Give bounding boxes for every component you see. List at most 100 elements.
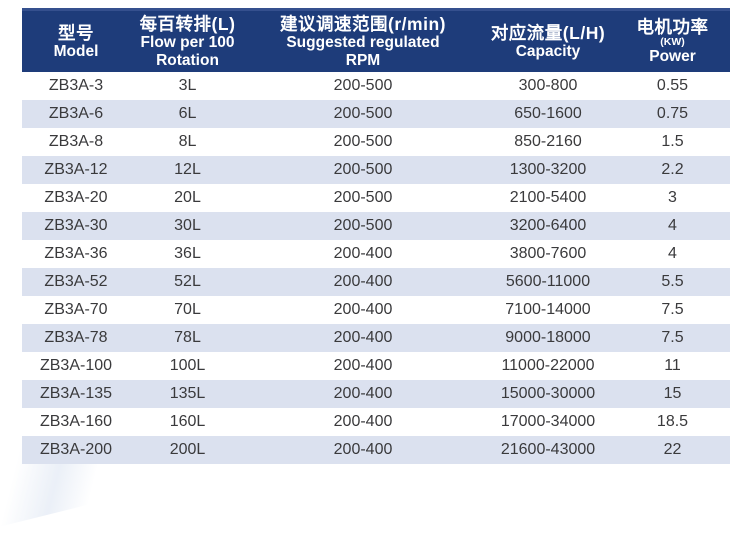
cell-capacity: 2100-5400 xyxy=(481,184,615,212)
cell-model: ZB3A-78 xyxy=(22,324,130,352)
cell-power: 4 xyxy=(615,240,730,268)
col-header-flow-en1: Flow per 100 xyxy=(140,34,235,52)
table-row: ZB3A-3 3L 200-500 300-800 0.55 xyxy=(22,72,730,100)
cell-flow: 135L xyxy=(130,380,245,408)
cell-capacity: 300-800 xyxy=(481,72,615,100)
cell-power: 4 xyxy=(615,212,730,240)
cell-flow: 70L xyxy=(130,296,245,324)
cell-model: ZB3A-8 xyxy=(22,128,130,156)
cell-capacity: 17000-34000 xyxy=(481,408,615,436)
col-header-power-kw: (KW) xyxy=(660,36,685,49)
cell-power: 18.5 xyxy=(615,408,730,436)
cell-rpm: 200-500 xyxy=(245,212,481,240)
table-row: ZB3A-52 52L 200-400 5600-11000 5.5 xyxy=(22,268,730,296)
col-header-flow-en2: Rotation xyxy=(156,51,219,69)
header-row: 型号 Model 每百转排(L) Flow per 100 Rotation 建… xyxy=(22,8,730,72)
col-header-rpm-en1: Suggested regulated xyxy=(286,34,440,52)
cell-rpm: 200-400 xyxy=(245,240,481,268)
cell-rpm: 200-400 xyxy=(245,436,481,464)
col-header-capacity: 对应流量(L/H) Capacity xyxy=(481,8,615,72)
cell-capacity: 3200-6400 xyxy=(481,212,615,240)
cell-model: ZB3A-52 xyxy=(22,268,130,296)
cell-capacity: 15000-30000 xyxy=(481,380,615,408)
cell-power: 3 xyxy=(615,184,730,212)
cell-flow: 100L xyxy=(130,352,245,380)
cell-flow: 30L xyxy=(130,212,245,240)
cell-model: ZB3A-6 xyxy=(22,100,130,128)
cell-flow: 8L xyxy=(130,128,245,156)
cell-rpm: 200-500 xyxy=(245,100,481,128)
table-row: ZB3A-100 100L 200-400 11000-22000 11 xyxy=(22,352,730,380)
cell-rpm: 200-400 xyxy=(245,380,481,408)
table-row: ZB3A-30 30L 200-500 3200-6400 4 xyxy=(22,212,730,240)
cell-model: ZB3A-160 xyxy=(22,408,130,436)
cell-power: 0.75 xyxy=(615,100,730,128)
cell-flow: 3L xyxy=(130,72,245,100)
col-header-flow: 每百转排(L) Flow per 100 Rotation xyxy=(130,8,245,72)
cell-flow: 78L xyxy=(130,324,245,352)
cell-rpm: 200-500 xyxy=(245,72,481,100)
cell-model: ZB3A-3 xyxy=(22,72,130,100)
cell-model: ZB3A-200 xyxy=(22,436,130,464)
col-header-power-en: Power xyxy=(649,48,696,66)
cell-rpm: 200-400 xyxy=(245,268,481,296)
table-row: ZB3A-135 135L 200-400 15000-30000 15 xyxy=(22,380,730,408)
col-header-power: 电机功率 (KW) Power xyxy=(615,8,730,72)
col-header-rpm-en2: RPM xyxy=(345,51,381,69)
cell-flow: 52L xyxy=(130,268,245,296)
col-header-model-en: Model xyxy=(53,42,99,60)
cell-capacity: 11000-22000 xyxy=(481,352,615,380)
table-row: ZB3A-200 200L 200-400 21600-43000 22 xyxy=(22,436,730,464)
table-row: ZB3A-20 20L 200-500 2100-5400 3 xyxy=(22,184,730,212)
table-body: ZB3A-3 3L 200-500 300-800 0.55 ZB3A-6 6L… xyxy=(22,72,730,464)
cell-flow: 200L xyxy=(130,436,245,464)
cell-power: 1.5 xyxy=(615,128,730,156)
col-header-power-zh: 电机功率 xyxy=(636,17,709,38)
cell-power: 15 xyxy=(615,380,730,408)
cell-flow: 36L xyxy=(130,240,245,268)
cell-capacity: 7100-14000 xyxy=(481,296,615,324)
col-header-capacity-zh: 对应流量(L/H) xyxy=(490,22,606,43)
cell-capacity: 5600-11000 xyxy=(481,268,615,296)
cell-capacity: 21600-43000 xyxy=(481,436,615,464)
cell-power: 11 xyxy=(615,352,730,380)
cell-capacity: 650-1600 xyxy=(481,100,615,128)
cell-flow: 20L xyxy=(130,184,245,212)
cell-capacity: 850-2160 xyxy=(481,128,615,156)
col-header-flow-zh: 每百转排(L) xyxy=(139,14,236,35)
table-header: 型号 Model 每百转排(L) Flow per 100 Rotation 建… xyxy=(22,8,730,72)
cell-power: 2.2 xyxy=(615,156,730,184)
cell-power: 7.5 xyxy=(615,324,730,352)
cell-model: ZB3A-12 xyxy=(22,156,130,184)
cell-flow: 12L xyxy=(130,156,245,184)
cell-rpm: 200-500 xyxy=(245,128,481,156)
cell-model: ZB3A-30 xyxy=(22,212,130,240)
table-row: ZB3A-160 160L 200-400 17000-34000 18.5 xyxy=(22,408,730,436)
cell-capacity: 1300-3200 xyxy=(481,156,615,184)
cell-model: ZB3A-20 xyxy=(22,184,130,212)
table-row: ZB3A-70 70L 200-400 7100-14000 7.5 xyxy=(22,296,730,324)
cell-model: ZB3A-100 xyxy=(22,352,130,380)
cell-model: ZB3A-70 xyxy=(22,296,130,324)
cell-rpm: 200-400 xyxy=(245,296,481,324)
cell-flow: 6L xyxy=(130,100,245,128)
cell-power: 5.5 xyxy=(615,268,730,296)
col-header-capacity-en: Capacity xyxy=(515,42,581,60)
cell-model: ZB3A-36 xyxy=(22,240,130,268)
col-header-model: 型号 Model xyxy=(22,8,130,72)
cell-rpm: 200-500 xyxy=(245,156,481,184)
cell-capacity: 9000-18000 xyxy=(481,324,615,352)
cell-power: 0.55 xyxy=(615,72,730,100)
table-row: ZB3A-12 12L 200-500 1300-3200 2.2 xyxy=(22,156,730,184)
cell-flow: 160L xyxy=(130,408,245,436)
cell-rpm: 200-400 xyxy=(245,324,481,352)
cell-power: 7.5 xyxy=(615,296,730,324)
cell-rpm: 200-400 xyxy=(245,352,481,380)
col-header-rpm-zh: 建议调速范围(r/min) xyxy=(280,14,446,35)
col-header-rpm: 建议调速范围(r/min) Suggested regulated RPM xyxy=(245,8,481,72)
table-row: ZB3A-8 8L 200-500 850-2160 1.5 xyxy=(22,128,730,156)
table-row: ZB3A-36 36L 200-400 3800-7600 4 xyxy=(22,240,730,268)
cell-rpm: 200-400 xyxy=(245,408,481,436)
table-row: ZB3A-78 78L 200-400 9000-18000 7.5 xyxy=(22,324,730,352)
col-header-model-zh: 型号 xyxy=(58,22,94,43)
